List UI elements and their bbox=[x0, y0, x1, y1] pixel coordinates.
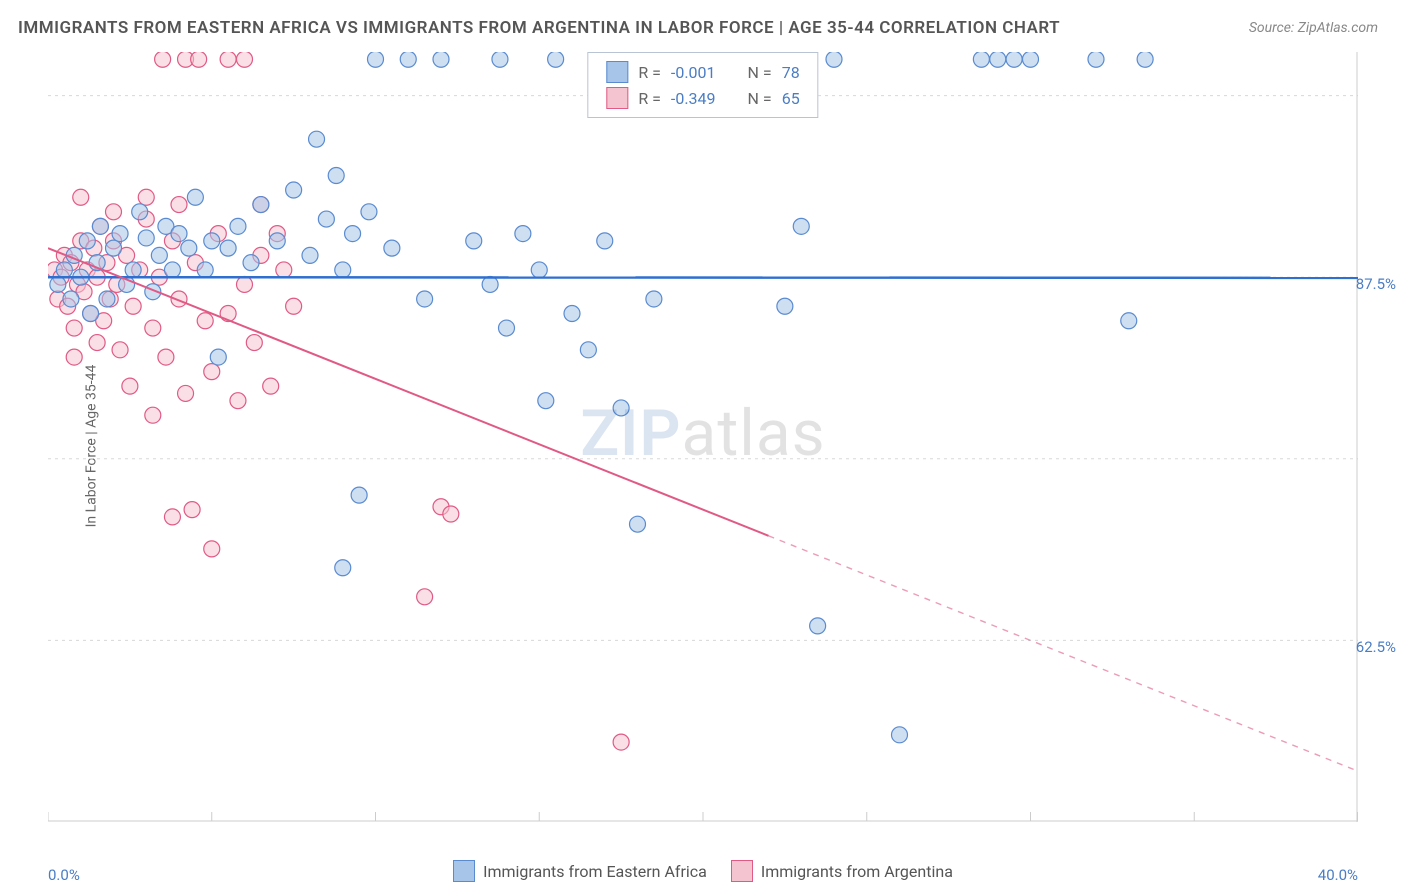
y-tick-label: 62.5% bbox=[1356, 638, 1396, 656]
y-tick-label: 87.5% bbox=[1356, 275, 1396, 293]
legend-item-1: Immigrants from Argentina bbox=[731, 860, 953, 882]
source-label: Source: ZipAtlas.com bbox=[1249, 20, 1378, 36]
stats-r-value-0: -0.001 bbox=[671, 63, 716, 82]
legend-item-0: Immigrants from Eastern Africa bbox=[453, 860, 707, 882]
stats-box: R = -0.001 N = 78 R = -0.349 N = 65 bbox=[587, 52, 818, 118]
stats-n-label-0: N = bbox=[748, 63, 772, 82]
stats-r-label-0: R = bbox=[638, 63, 661, 82]
scatter-svg bbox=[48, 52, 1358, 822]
stats-swatch-1 bbox=[606, 87, 628, 109]
legend-swatch-1 bbox=[731, 860, 753, 882]
bottom-legend: Immigrants from Eastern Africa Immigrant… bbox=[0, 860, 1406, 882]
stats-n-value-0: 78 bbox=[782, 63, 800, 82]
legend-swatch-0 bbox=[453, 860, 475, 882]
stats-row-series-1: R = -0.349 N = 65 bbox=[606, 85, 799, 111]
stats-r-label-1: R = bbox=[638, 89, 661, 108]
chart-container: IMMIGRANTS FROM EASTERN AFRICA VS IMMIGR… bbox=[0, 0, 1406, 892]
stats-row-series-0: R = -0.001 N = 78 bbox=[606, 59, 799, 85]
stats-swatch-0 bbox=[606, 61, 628, 83]
chart-title: IMMIGRANTS FROM EASTERN AFRICA VS IMMIGR… bbox=[18, 18, 1060, 38]
stats-r-value-1: -0.349 bbox=[671, 89, 716, 108]
legend-label-1: Immigrants from Argentina bbox=[761, 862, 953, 881]
legend-label-0: Immigrants from Eastern Africa bbox=[483, 862, 707, 881]
stats-n-value-1: 65 bbox=[782, 89, 800, 108]
stats-n-label-1: N = bbox=[748, 89, 772, 108]
plot-area: ZIPatlas R = -0.001 N = 78 R = -0.349 N … bbox=[48, 52, 1358, 822]
